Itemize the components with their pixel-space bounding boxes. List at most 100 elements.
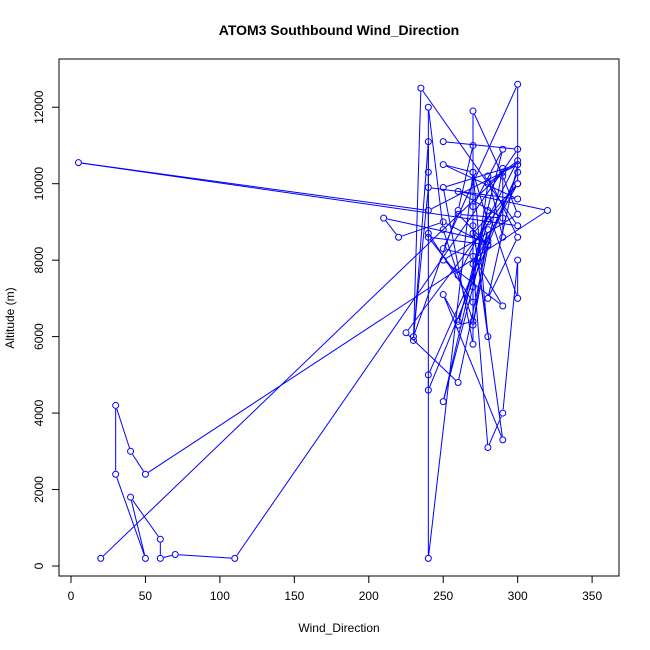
data-point — [424, 371, 432, 379]
data-point — [484, 237, 492, 245]
series-segment — [488, 416, 502, 445]
data-point — [469, 252, 477, 260]
series-segment — [443, 232, 473, 319]
data-point — [156, 535, 164, 543]
x-tick-label: 350 — [582, 589, 602, 603]
data-point — [417, 84, 425, 92]
data-point — [499, 145, 507, 153]
data-point — [74, 159, 82, 167]
y-tick-label: 8000 — [32, 246, 46, 273]
data-point — [469, 203, 477, 211]
series-segment — [148, 211, 545, 473]
data-point — [424, 168, 432, 176]
plot-frame — [58, 58, 620, 577]
data-point — [469, 260, 477, 268]
data-point — [439, 291, 447, 299]
data-point — [454, 317, 462, 325]
data-point — [171, 551, 179, 559]
data-point — [469, 283, 477, 291]
data-point — [514, 180, 522, 188]
y-tick-label: 0 — [32, 562, 46, 569]
data-point — [424, 386, 432, 394]
series-segment — [428, 110, 444, 227]
series-segment — [461, 214, 500, 219]
y-tick-label: 12000 — [32, 90, 46, 124]
series-segment — [474, 185, 516, 232]
data-point — [141, 554, 149, 562]
data-point — [514, 80, 522, 88]
series-segment — [474, 186, 517, 262]
series-segment — [461, 191, 545, 211]
series-segment — [474, 114, 502, 174]
data-point — [499, 436, 507, 444]
y-tick-label: 6000 — [32, 323, 46, 350]
series-segment — [116, 408, 130, 449]
series-segment — [407, 186, 516, 331]
series-segment — [401, 222, 441, 237]
series-segment — [408, 334, 456, 381]
series-segment — [236, 151, 517, 556]
data-point — [439, 245, 447, 253]
series-segment — [444, 297, 502, 437]
data-point — [156, 554, 164, 562]
data-point — [469, 229, 477, 237]
data-point — [514, 168, 522, 176]
data-point — [514, 157, 522, 165]
data-point — [112, 470, 120, 478]
series-segment — [503, 179, 517, 212]
data-point — [514, 294, 522, 302]
x-tick-label: 0 — [68, 589, 75, 603]
series-segment — [132, 453, 144, 472]
y-tick-label: 10000 — [32, 167, 46, 201]
series-segment — [446, 249, 470, 256]
data-point — [484, 241, 492, 249]
data-point — [424, 103, 432, 111]
data-point — [454, 271, 462, 279]
series-segment — [444, 297, 457, 319]
data-point — [439, 184, 447, 192]
data-point — [514, 222, 522, 230]
series-segment — [431, 237, 485, 245]
series-segment — [458, 244, 488, 380]
data-point — [127, 493, 135, 501]
chart-title: ATOM3 Southbound Wind_Direction — [219, 22, 459, 38]
x-tick-label: 100 — [210, 589, 230, 603]
series-segment — [385, 220, 397, 235]
series-segment — [474, 259, 502, 304]
data-point — [424, 206, 432, 214]
data-point — [409, 336, 417, 344]
data-point — [231, 554, 239, 562]
y-axis: 0 2000 4000 6000 8000 10000 12000 — [32, 90, 59, 569]
data-point — [514, 210, 522, 218]
series-segment — [502, 263, 518, 410]
series-segment — [413, 190, 429, 334]
series-segment — [429, 236, 472, 300]
data-point — [141, 470, 149, 478]
data-point — [424, 138, 432, 146]
data-point — [454, 187, 462, 195]
y-tick-label: 4000 — [32, 399, 46, 426]
series-segment — [475, 235, 486, 244]
data-point — [454, 378, 462, 386]
data-point — [543, 206, 551, 214]
data-point — [439, 226, 447, 234]
series-segment — [386, 218, 485, 241]
series-segment — [132, 499, 159, 537]
data-point — [127, 447, 135, 455]
y-axis-label: Altitude (m) — [3, 287, 17, 348]
series-segment — [443, 213, 488, 399]
data-point — [424, 184, 432, 192]
data-point — [469, 168, 477, 176]
series-segment — [413, 91, 422, 337]
series-segment — [488, 240, 517, 296]
series-segment — [473, 171, 503, 322]
x-tick-label: 50 — [139, 589, 153, 603]
data-point — [514, 195, 522, 203]
x-tick-label: 250 — [433, 589, 453, 603]
data-point — [499, 172, 507, 180]
data-point — [514, 233, 522, 241]
data-point — [454, 210, 462, 218]
data-point — [424, 233, 432, 241]
series-segment — [459, 163, 517, 273]
